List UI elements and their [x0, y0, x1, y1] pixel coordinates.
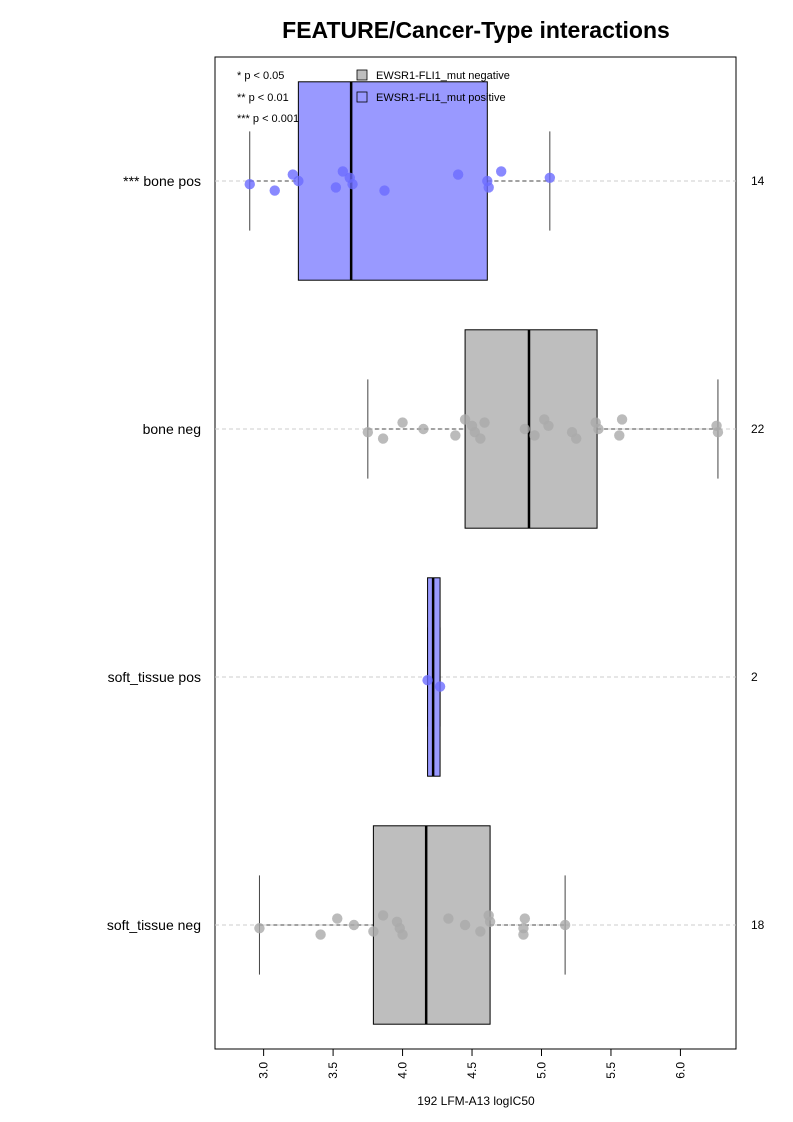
group-1-point-8	[347, 179, 358, 190]
group-4-point-4	[348, 919, 360, 931]
group-2-point-14	[543, 420, 554, 431]
group-4-point-6	[377, 910, 389, 921]
group-2-point-6	[459, 414, 471, 425]
significance-legend: * p < 0.05 ** p < 0.01 *** p < 0.001	[237, 70, 299, 125]
group-2-box	[464, 329, 598, 529]
group-4-point-5	[368, 926, 379, 937]
group-2-point-11	[519, 423, 531, 435]
group-1-point-13	[496, 166, 507, 177]
group-2-point-9	[475, 433, 486, 444]
legend-swatch-positive	[356, 91, 368, 103]
group-4-point-18	[559, 919, 571, 931]
data-points	[244, 166, 724, 940]
group-4-label: soft_tissue neg	[107, 917, 201, 933]
significance-legend-1: * p < 0.05	[237, 70, 284, 82]
x-tick-label-4: 4.5	[465, 1062, 479, 1079]
legend-swatch-negative	[356, 69, 368, 81]
category-labels: *** bone pos bone neg soft_tissue pos soft_…	[107, 173, 201, 933]
group-4-box	[372, 825, 491, 1025]
x-axis: 3.0 3.5 4.0 4.5 5.0 5.5 6.0	[257, 1048, 687, 1079]
boxes	[249, 81, 719, 1025]
group-2-point-16	[571, 433, 582, 444]
legend: EWSR1-FLI1_mut negative EWSR1-FLI1_mut p…	[356, 69, 510, 104]
group-2-point-12	[529, 430, 540, 441]
group-3-point-1	[422, 675, 433, 686]
legend-label-negative: EWSR1-FLI1_mut negative	[376, 70, 510, 82]
group-2-point-19	[614, 430, 625, 441]
group-2-point-10	[479, 417, 490, 428]
group-2-label: bone neg	[143, 421, 201, 437]
group-2-point-3	[397, 417, 408, 428]
group-1-point-10	[452, 169, 464, 180]
group-1-point-12	[483, 182, 494, 193]
group-2-point-20	[616, 414, 628, 425]
significance-legend-3: *** p < 0.001	[237, 113, 299, 125]
group-4-point-11	[459, 919, 471, 931]
group-4-point-14	[484, 916, 496, 927]
group-4-count: 18	[751, 918, 765, 932]
group-4-point-1	[254, 923, 265, 934]
x-tick-label-5: 5.0	[534, 1062, 548, 1079]
legend-label-positive: EWSR1-FLI1_mut positive	[376, 92, 506, 104]
x-tick-label-2: 3.5	[326, 1062, 340, 1079]
group-1-point-9	[379, 185, 390, 196]
group-3-label: soft_tissue pos	[108, 669, 201, 685]
chart-title: FEATURE/Cancer-Type interactions	[282, 17, 670, 43]
group-1-point-4	[293, 175, 304, 187]
group-4-point-12	[475, 926, 486, 937]
group-1-point-2	[269, 185, 280, 196]
x-tick-label-1: 3.0	[257, 1062, 271, 1079]
x-axis-label: 192 LFM-A13 logIC50	[417, 1094, 535, 1108]
group-1-point-14	[544, 172, 556, 183]
x-tick-label-6: 5.5	[604, 1062, 618, 1079]
group-1-point-5	[330, 182, 342, 193]
group-3-point-2	[434, 681, 446, 692]
group-2-point-1	[362, 427, 374, 438]
group-4-point-17	[519, 913, 531, 924]
group-2-point-5	[450, 430, 461, 441]
x-tick-label-3: 4.0	[396, 1062, 410, 1079]
group-1-box	[297, 81, 488, 281]
group-1-label: *** bone pos	[123, 173, 201, 189]
group-2-point-2	[377, 433, 389, 444]
group-4-point-9	[397, 929, 408, 940]
group-2-point-18	[593, 423, 604, 435]
x-tick-label-7: 6.0	[673, 1062, 687, 1079]
group-4-point-16	[518, 929, 529, 940]
group-3-count: 2	[751, 670, 758, 684]
group-1-point-1	[244, 179, 255, 190]
group-1-point-6	[337, 166, 349, 177]
group-4-point-2	[315, 929, 326, 940]
group-4-point-10	[443, 913, 454, 924]
group-4-point-3	[332, 913, 343, 924]
group-1-count: 14	[751, 174, 765, 188]
group-2-point-22	[712, 427, 724, 438]
group-2-point-4	[418, 423, 429, 435]
significance-legend-2: ** p < 0.01	[237, 92, 289, 104]
group-2-count: 22	[751, 422, 765, 436]
grid-lines	[215, 180, 736, 926]
